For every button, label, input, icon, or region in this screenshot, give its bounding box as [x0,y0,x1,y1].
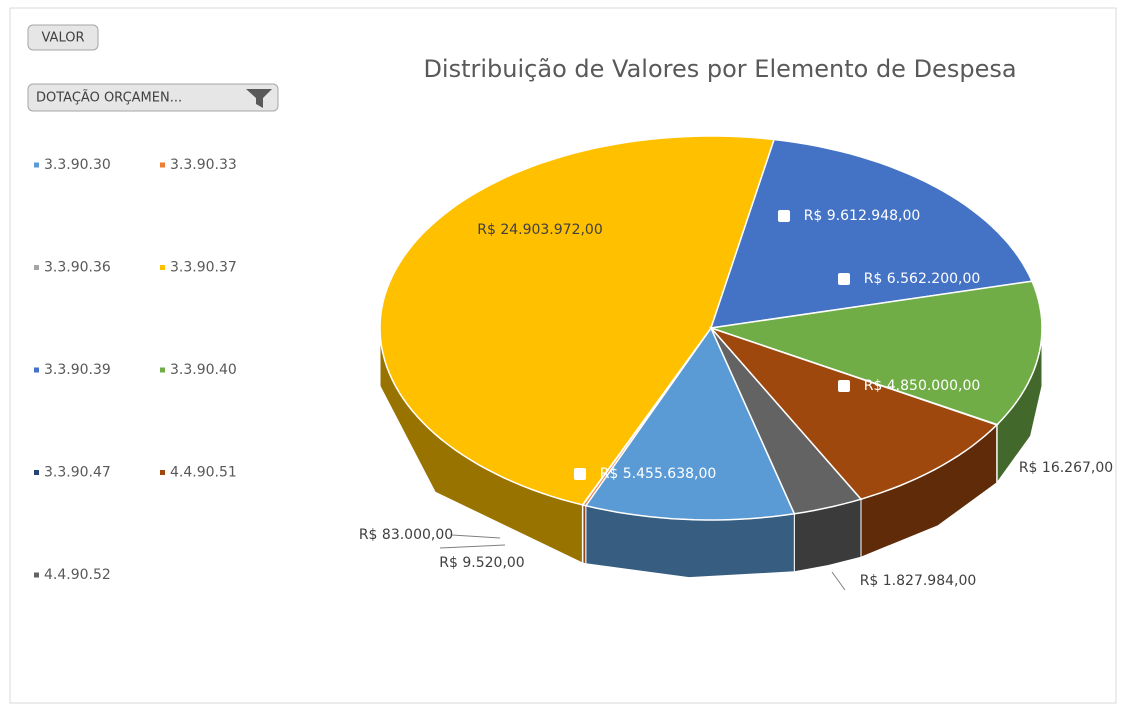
leader-line [831,571,846,591]
legend-swatch [34,367,39,373]
data-label: R$ 6.562.200,00 [864,271,981,287]
field-button[interactable] [27,83,279,112]
legend-swatch [34,265,39,270]
data-label: R$ 24.903.972,00 [477,222,603,238]
legend-swatch [34,470,39,475]
legend-label: 3.3.90.39 [44,362,111,378]
legend-label: 3.3.90.47 [44,465,111,481]
legend-label: 4.4.90.51 [170,465,237,481]
label-key [838,273,850,285]
pie-slice [708,326,999,501]
data-label: R$ 4.850.000,00 [864,378,981,394]
leader-line [451,534,501,539]
data-label: R$ 1.827.984,00 [860,573,977,589]
field-button-label: DOTAÇÃO ORÇAMEN... [36,90,182,106]
label-key [574,468,586,480]
pie-slice [584,326,796,521]
legend-label: 4.4.90.52 [44,567,111,583]
legend-label: 3.3.90.36 [44,260,111,276]
legend-swatch [34,162,39,168]
pie-slice [710,327,863,515]
pie-slice [379,135,776,506]
data-label: R$ 5.455.638,00 [600,466,717,482]
legend-swatch [160,367,165,373]
legend-label: 3.3.90.33 [170,157,237,173]
leader-line [439,544,506,549]
legend-label: 3.3.90.40 [170,362,237,378]
data-label: R$ 83.000,00 [359,527,453,543]
data-label: R$ 9.612.948,00 [804,208,921,224]
field-button-label: VALOR [42,31,85,46]
data-label: R$ 16.267,00 [1019,460,1113,476]
legend-swatch [160,265,165,270]
legend-swatch [160,162,165,168]
legend-swatch [160,470,165,475]
pie-slice [710,280,1043,426]
legend-label: 3.3.90.37 [170,260,237,276]
data-label: R$ 9.520,00 [439,555,524,571]
label-key [838,380,850,392]
filter-icon [246,89,272,108]
label-key [778,210,790,222]
legend-label: 3.3.90.30 [44,157,111,173]
field-button[interactable] [27,24,99,51]
legend-swatch [34,572,39,578]
pie-slice [709,138,1034,329]
chart-title: Distribuição de Valores por Elemento de … [423,55,1016,83]
